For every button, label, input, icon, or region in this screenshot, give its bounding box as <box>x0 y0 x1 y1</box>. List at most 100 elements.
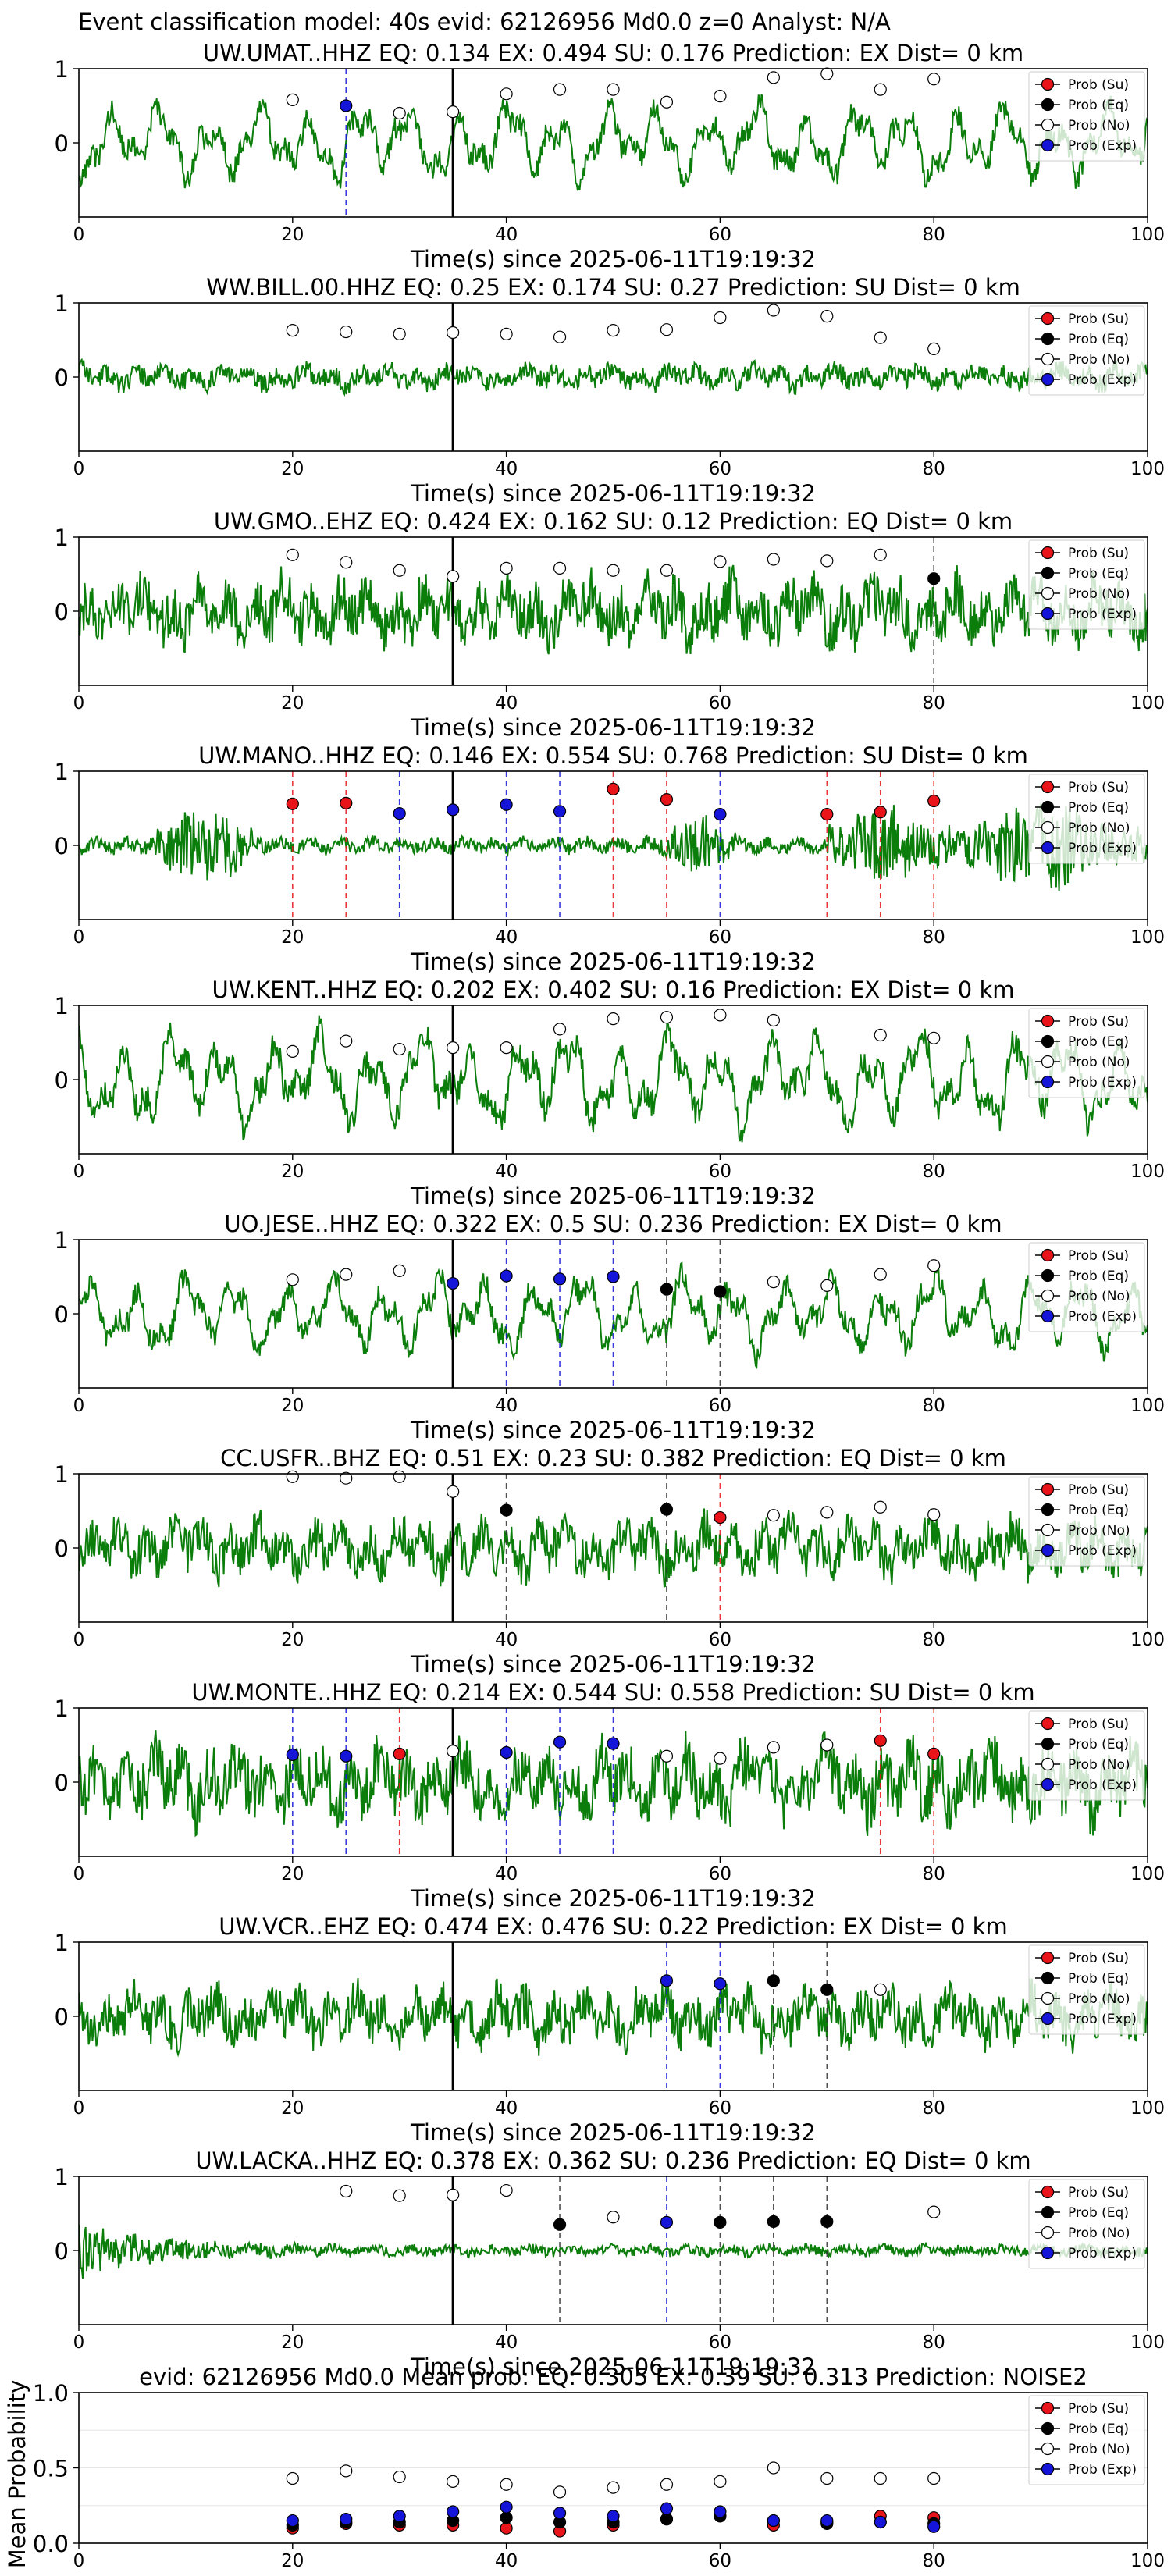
legend-label-exp: Prob (Exp) <box>1068 2012 1137 2027</box>
prob-point-no <box>447 570 460 583</box>
prob-point-exp <box>447 1276 460 1290</box>
prob-point-exp <box>553 1272 567 1286</box>
legend-marker-exp <box>1041 607 1055 621</box>
prob-point-no <box>553 561 567 575</box>
legend-box <box>1028 1710 1145 1801</box>
legend-marker-su <box>1041 2185 1055 2199</box>
y-tick-label: 1 <box>55 1695 69 1722</box>
x-tick-label: 20 <box>281 927 304 948</box>
prob-point-no <box>927 73 941 86</box>
x-tick-label: 0 <box>73 1630 85 1650</box>
x-tick-label: 40 <box>495 1162 518 1182</box>
prob-point-exp <box>340 99 353 112</box>
mean-point-exp <box>927 2520 941 2533</box>
legend-marker-su <box>1041 1951 1055 1965</box>
prob-point-eq <box>660 1503 674 1516</box>
x-tick-label: 100 <box>1130 693 1165 713</box>
x-tick-label: 0 <box>73 1162 85 1182</box>
legend-label-eq: Prob (Eq) <box>1068 332 1129 347</box>
x-tick-label: 0 <box>73 1396 85 1416</box>
legend: Prob (Su) Prob (Eq) Prob (No) Prob (Exp) <box>1028 1944 1145 2035</box>
legend-marker-su <box>1041 1717 1055 1731</box>
prob-point-eq <box>767 2215 780 2229</box>
prob-point-no <box>500 327 513 340</box>
legend-label-eq: Prob (Eq) <box>1068 1971 1129 1987</box>
x-tick-label: 80 <box>923 1162 945 1182</box>
mean-point-no <box>340 2464 353 2478</box>
mean-point-no <box>607 2481 620 2494</box>
legend: Prob (Su) Prob (Eq) Prob (No) Prob (Exp) <box>1028 539 1145 630</box>
legend-marker-no <box>1041 2226 1055 2240</box>
legend-marker-exp <box>1041 372 1055 386</box>
prob-point-no <box>767 304 780 317</box>
x-tick-label: 80 <box>923 225 945 245</box>
prob-point-no <box>927 1031 941 1044</box>
prob-point-no <box>447 2188 460 2201</box>
x-tick-label: 40 <box>495 1864 518 1884</box>
prob-point-no <box>767 1276 780 1289</box>
mean-point-no <box>500 2478 513 2491</box>
prob-point-no <box>340 556 353 569</box>
legend-marker-eq <box>1041 566 1055 580</box>
prob-point-no <box>820 554 834 568</box>
prob-point-no <box>607 564 620 577</box>
legend-label-eq: Prob (Eq) <box>1068 800 1129 816</box>
mean-point-exp <box>340 2513 353 2526</box>
prob-point-no <box>767 1741 780 1754</box>
x-tick-label: 100 <box>1130 225 1165 245</box>
prob-point-no <box>820 1506 834 1519</box>
prob-point-no <box>874 1028 887 1042</box>
y-tick-label: 0 <box>55 2238 69 2265</box>
legend-label-no: Prob (No) <box>1068 586 1130 602</box>
x-tick-label: 0 <box>73 459 85 479</box>
prob-point-exp <box>500 1745 513 1759</box>
x-tick-label: 100 <box>1130 2332 1165 2353</box>
figure-title: Event classification model: 40s evid: 62… <box>78 9 891 35</box>
prob-point-no <box>393 1042 406 1056</box>
legend-marker-no <box>1041 118 1055 132</box>
prob-point-exp <box>714 1977 727 1991</box>
prob-point-no <box>874 1268 887 1281</box>
y-tick-label: 0 <box>55 1067 69 1094</box>
subplot-3: UW.GMO..EHZ EQ: 0.424 EX: 0.162 SU: 0.12… <box>55 508 1165 741</box>
x-tick-label: 80 <box>923 927 945 948</box>
x-axis-label: Time(s) since 2025-06-11T19:19:32 <box>410 1417 816 1443</box>
mean-point-eq <box>660 2513 674 2526</box>
x-tick-label: 20 <box>281 693 304 713</box>
legend-marker-exp <box>1041 2462 1055 2476</box>
legend: Prob (Su) Prob (Eq) Prob (No) Prob (Exp) <box>1028 71 1145 162</box>
x-tick-label: 20 <box>281 1162 304 1182</box>
x-tick-label: 20 <box>281 2551 304 2571</box>
subplot-title: UW.LACKA..HHZ EQ: 0.378 EX: 0.362 SU: 0.… <box>195 2147 1030 2174</box>
prob-point-exp <box>553 805 567 818</box>
prob-point-eq <box>820 2215 834 2229</box>
legend-box <box>1028 539 1145 630</box>
legend-label-su: Prob (Su) <box>1068 1482 1129 1498</box>
subplot-8: UW.MONTE..HHZ EQ: 0.214 EX: 0.544 SU: 0.… <box>55 1679 1165 1912</box>
trace-group <box>79 1508 1148 1588</box>
prob-point-exp <box>447 803 460 817</box>
prob-point-no <box>927 1259 941 1272</box>
legend-label-no: Prob (No) <box>1068 1757 1130 1773</box>
legend-label-su: Prob (Su) <box>1068 2401 1129 2417</box>
subplot-title: UW.UMAT..HHZ EQ: 0.134 EX: 0.494 SU: 0.1… <box>203 40 1023 66</box>
x-tick-label: 40 <box>495 2332 518 2353</box>
legend-marker-eq <box>1041 2421 1055 2435</box>
prob-point-no <box>927 2205 941 2218</box>
prob-point-eq <box>660 1283 674 1296</box>
prob-point-no <box>714 1009 727 1022</box>
x-tick-label: 60 <box>709 693 731 713</box>
legend-label-su: Prob (Su) <box>1068 1951 1129 1966</box>
prob-point-no <box>607 83 620 96</box>
legend-marker-su <box>1041 1248 1055 1262</box>
legend-marker-su <box>1041 546 1055 560</box>
trace-group <box>79 1978 1148 2058</box>
legend: Prob (Su) Prob (Eq) Prob (No) Prob (Exp) <box>1028 1242 1145 1332</box>
prob-point-no <box>660 1011 674 1024</box>
x-axis-label: Time(s) since 2025-06-11T19:19:32 <box>410 714 816 741</box>
legend-label-su: Prob (Su) <box>1068 2185 1129 2201</box>
prob-point-su <box>874 806 887 819</box>
waveform-trace <box>79 1508 1148 1588</box>
x-axis-label: Time(s) since 2025-06-11T19:19:32 <box>410 246 816 272</box>
y-tick-label: 0 <box>55 1770 69 1796</box>
